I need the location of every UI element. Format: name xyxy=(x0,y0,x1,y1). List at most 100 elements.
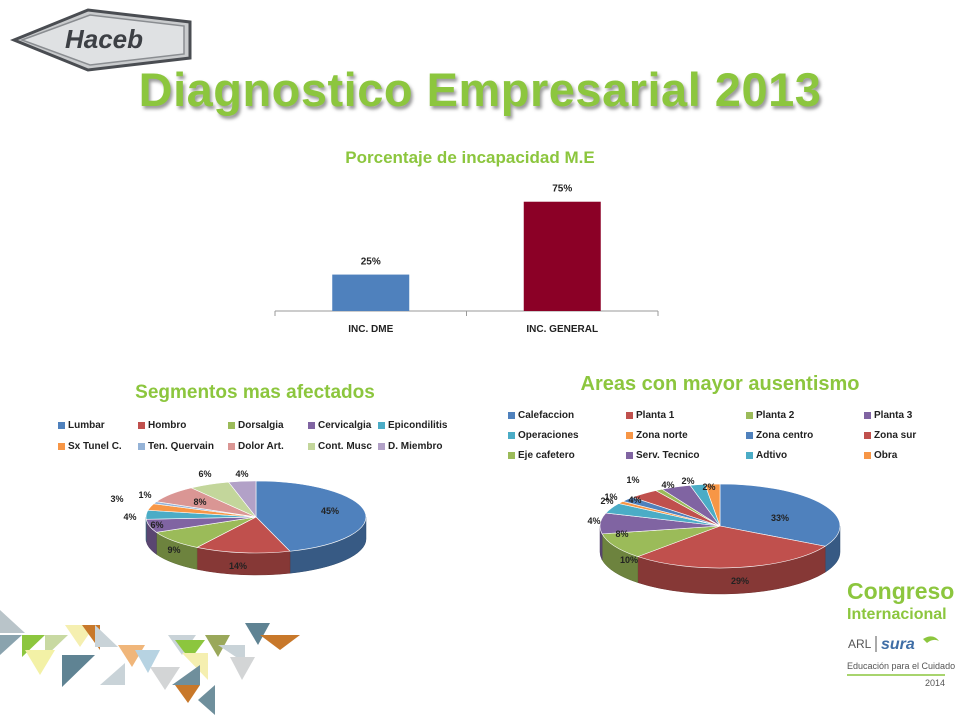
pie-data-label: 4% xyxy=(587,516,600,526)
pie-slice xyxy=(255,480,367,552)
legend-swatch xyxy=(138,442,145,450)
bar-tick-label: INC. GENERAL xyxy=(526,324,598,335)
pie-slice xyxy=(228,480,257,518)
legend-swatch xyxy=(626,411,633,419)
legend-label: D. Miembro xyxy=(388,441,443,452)
pie-slice xyxy=(636,525,826,569)
legend-label: Operaciones xyxy=(518,430,579,441)
legend-label: Hombro xyxy=(148,420,187,431)
page-title: Diagnostico Empresarial 2013 xyxy=(138,63,822,116)
legend-label: Dorsalgia xyxy=(238,420,284,431)
legend-swatch xyxy=(864,411,871,419)
sura-swoosh-icon xyxy=(923,636,939,643)
bar-chart-title: Porcentaje de incapacidad M.E xyxy=(345,148,595,167)
pie-data-label: 45% xyxy=(321,506,339,516)
legend-item: Eje cafetero xyxy=(508,450,575,461)
legend-item: Adtivo xyxy=(746,450,787,461)
pie-slice xyxy=(601,525,721,557)
legend-item: Obra xyxy=(864,450,897,461)
pie-data-label: 4% xyxy=(628,495,641,505)
pie2-chart: 33%29%10%8%4%1%2% 4%1%4% 2%2% xyxy=(587,475,841,595)
legend-label: Sx Tunel C. xyxy=(68,441,122,452)
bar-data-label: 25% xyxy=(361,257,381,268)
legend-swatch xyxy=(508,451,515,459)
brand-sura: sura xyxy=(881,636,915,653)
pie-data-label: 3% xyxy=(110,494,123,504)
legend-label: Adtivo xyxy=(756,450,788,461)
legend-label: Zona sur xyxy=(874,430,917,441)
pie-data-label: 14% xyxy=(229,561,247,571)
pie-data-label: 2% xyxy=(702,482,715,492)
legend-item: Hombro xyxy=(138,420,186,431)
legend-label: Calefaccion xyxy=(518,410,575,421)
legend-label: Cont. Musc xyxy=(318,441,372,452)
bar-tick-label: INC. DME xyxy=(348,324,393,335)
legend-label: Dolor Art. xyxy=(238,441,284,452)
haceb-logo: Haceb xyxy=(10,8,192,72)
legend-item: Zona sur xyxy=(864,430,916,441)
legend-swatch xyxy=(308,421,315,429)
bar xyxy=(523,201,601,311)
pie-data-label: 29% xyxy=(731,576,749,586)
pie-data-label: 6% xyxy=(198,469,211,479)
bar xyxy=(332,274,410,311)
legend-label: Obra xyxy=(874,450,898,461)
legend-swatch xyxy=(308,442,315,450)
legend-label: Serv. Tecnico xyxy=(636,450,700,461)
legend-swatch xyxy=(626,431,633,439)
pie1-chart: 45%14%9%6%4%3% 1%8%6% 4% xyxy=(110,469,367,576)
pie-data-label: 4% xyxy=(235,469,248,479)
legend-item: D. Miembro xyxy=(378,441,442,452)
legend-item: Cont. Musc xyxy=(308,441,372,452)
pie-data-label: 4% xyxy=(123,512,136,522)
pie-data-label: 8% xyxy=(193,497,206,507)
legend-swatch xyxy=(508,411,515,419)
pie-data-label: 1% xyxy=(138,490,151,500)
legend-label: Epicondilitis xyxy=(388,420,448,431)
legend-label: Zona centro xyxy=(756,430,814,441)
bar-data-label: 75% xyxy=(552,184,572,195)
pie-data-label: 8% xyxy=(615,529,628,539)
legend-item: Dolor Art. xyxy=(228,441,284,452)
legend-label: Planta 1 xyxy=(636,410,675,421)
pie-slice xyxy=(196,516,291,554)
pie-data-label: 1% xyxy=(626,475,639,485)
pie-slice xyxy=(704,483,721,527)
pie-data-label: 1% xyxy=(604,492,617,502)
pie-slice xyxy=(719,483,841,547)
legend-swatch xyxy=(228,421,235,429)
bar-chart: 25% INC. DME 75% INC. GENERAL xyxy=(274,184,659,335)
legend-swatch xyxy=(508,431,515,439)
brand-arl: ARL xyxy=(848,637,872,651)
legend-item: Cervicalgia xyxy=(308,420,371,431)
congreso-brand: Congreso Internacional ARL sura Educació… xyxy=(847,578,955,688)
brand-internacional: Internacional xyxy=(847,606,947,623)
legend-label: Ten. Quervain xyxy=(148,441,214,452)
legend-item: Operaciones xyxy=(508,430,579,441)
legend-item: Zona centro xyxy=(746,430,813,441)
legend-swatch xyxy=(58,442,65,450)
legend-item: Epicondilitis xyxy=(378,420,447,431)
legend-swatch xyxy=(746,451,753,459)
brand-congreso: Congreso xyxy=(847,578,954,604)
legend-item: Serv. Tecnico xyxy=(626,450,700,461)
pie-data-label: 9% xyxy=(167,545,180,555)
pie-data-label: 10% xyxy=(620,555,638,565)
legend-swatch xyxy=(378,442,385,450)
legend-label: Lumbar xyxy=(68,420,105,431)
legend-item: Planta 2 xyxy=(746,410,794,421)
brand-year: 2014 xyxy=(925,678,945,688)
legend-swatch xyxy=(746,411,753,419)
pie-data-label: 4% xyxy=(661,480,674,490)
legend-swatch xyxy=(864,431,871,439)
legend-swatch xyxy=(228,442,235,450)
logo-text: Haceb xyxy=(65,24,143,54)
legend-swatch xyxy=(864,451,871,459)
brand-tagline: Educación para el Cuidado xyxy=(847,661,955,671)
pie-data-label: 2% xyxy=(600,496,613,506)
legend-swatch xyxy=(58,421,65,429)
legend-swatch xyxy=(138,421,145,429)
legend-swatch xyxy=(626,451,633,459)
legend-item: Dorsalgia xyxy=(228,420,284,431)
legend-label: Eje cafetero xyxy=(518,450,575,461)
